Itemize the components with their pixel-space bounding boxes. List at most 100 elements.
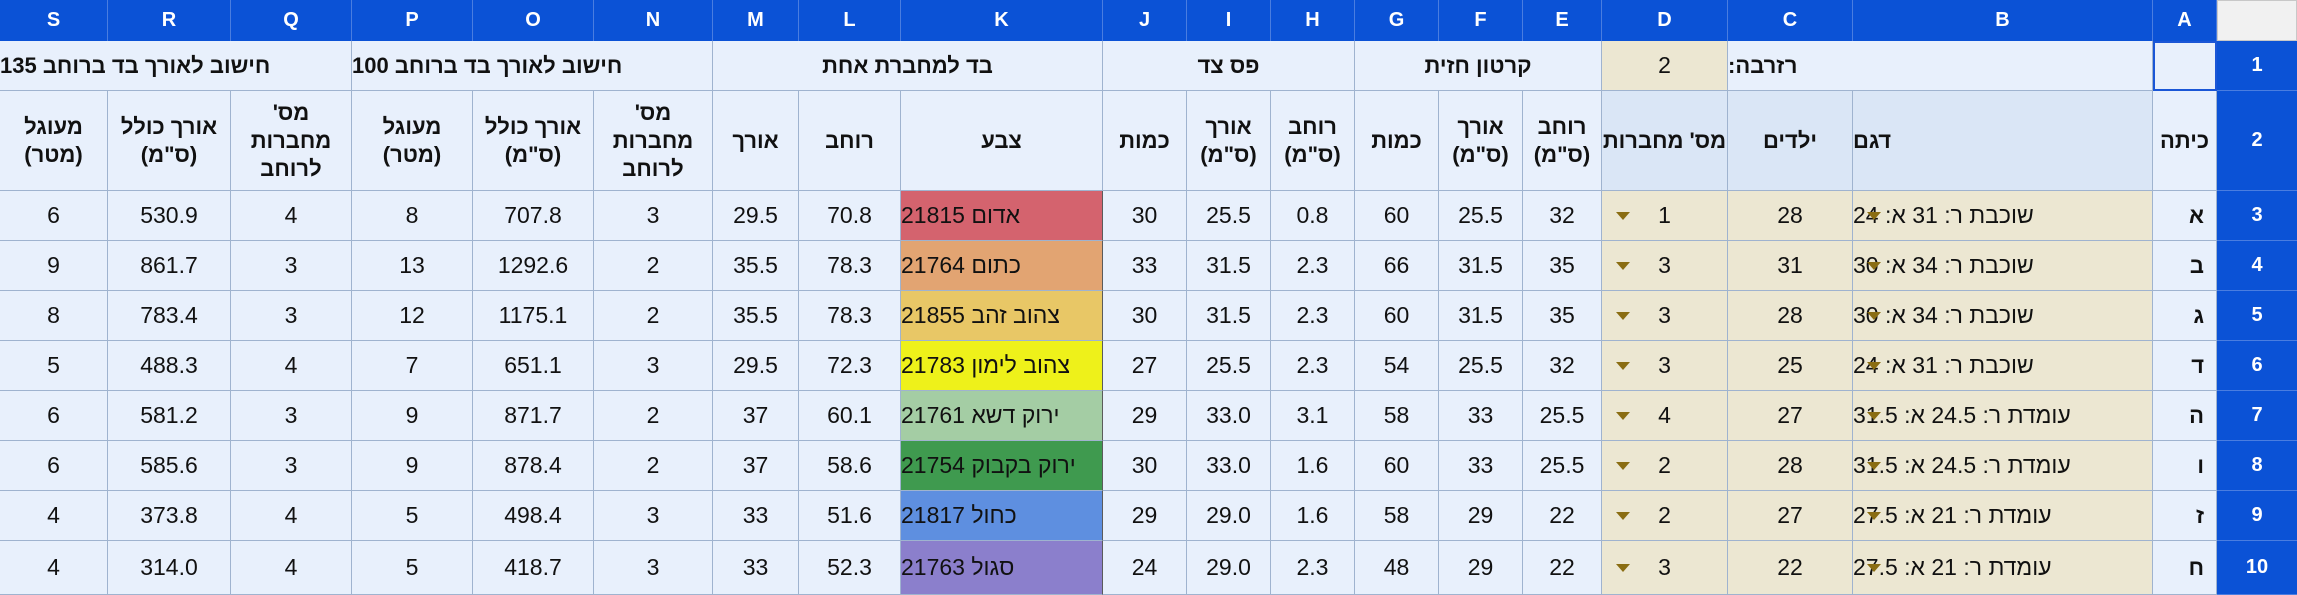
cell-d-9[interactable]: 2	[1602, 491, 1728, 541]
cell-b-5[interactable]: שוכבת ר: 34 א: 30	[1853, 291, 2153, 341]
cell-e-9[interactable]: 22	[1523, 491, 1602, 541]
cell-i-4[interactable]: 31.5	[1187, 241, 1271, 291]
cell-a-6[interactable]: ד	[2153, 341, 2217, 391]
cell-n-8[interactable]: 2	[594, 441, 713, 491]
column-header-d[interactable]: D	[1602, 0, 1728, 41]
cell-g-8[interactable]: 60	[1355, 441, 1439, 491]
cell-n-10[interactable]: 3	[594, 541, 713, 595]
cell-p-3[interactable]: 8	[352, 191, 473, 241]
cell-c-5[interactable]: 28	[1728, 291, 1853, 341]
cell-h-5[interactable]: 2.3	[1271, 291, 1355, 341]
cell-c-8[interactable]: 28	[1728, 441, 1853, 491]
cell-q-4[interactable]: 3	[231, 241, 352, 291]
dropdown-arrow-icon[interactable]	[1616, 262, 1630, 270]
cell-h-4[interactable]: 2.3	[1271, 241, 1355, 291]
cell-s-9[interactable]: 4	[0, 491, 108, 541]
cell-e-8[interactable]: 25.5	[1523, 441, 1602, 491]
column-header-e[interactable]: E	[1523, 0, 1602, 41]
cell-d-5[interactable]: 3	[1602, 291, 1728, 341]
cell-i-8[interactable]: 33.0	[1187, 441, 1271, 491]
cell-b-8[interactable]: עומדת ר: 24.5 א: 31.5	[1853, 441, 2153, 491]
cell-g-4[interactable]: 66	[1355, 241, 1439, 291]
cell-g-3[interactable]: 60	[1355, 191, 1439, 241]
row-header-9[interactable]: 9	[2217, 491, 2297, 541]
cell-n-6[interactable]: 3	[594, 341, 713, 391]
cell-p-7[interactable]: 9	[352, 391, 473, 441]
cell-f-6[interactable]: 25.5	[1439, 341, 1523, 391]
cell-n-3[interactable]: 3	[594, 191, 713, 241]
cell-p-9[interactable]: 5	[352, 491, 473, 541]
cell-o-8[interactable]: 878.4	[473, 441, 594, 491]
cell-m-9[interactable]: 33	[713, 491, 799, 541]
cell-j-9[interactable]: 29	[1103, 491, 1187, 541]
cell-m-10[interactable]: 33	[713, 541, 799, 595]
cell-g-10[interactable]: 48	[1355, 541, 1439, 595]
column-header-h[interactable]: H	[1271, 0, 1355, 41]
cell-m-5[interactable]: 35.5	[713, 291, 799, 341]
cell-c-3[interactable]: 28	[1728, 191, 1853, 241]
cell-d-8[interactable]: 2	[1602, 441, 1728, 491]
header-i[interactable]: אורך (ס"מ)	[1187, 91, 1271, 191]
header-a[interactable]: כיתה	[2153, 91, 2217, 191]
cell-r-10[interactable]: 314.0	[108, 541, 231, 595]
dropdown-arrow-icon[interactable]	[1867, 412, 1881, 420]
cell-i-10[interactable]: 29.0	[1187, 541, 1271, 595]
cell-r-6[interactable]: 488.3	[108, 341, 231, 391]
dropdown-arrow-icon[interactable]	[1616, 564, 1630, 572]
header-d[interactable]: מס' מחברות	[1602, 91, 1728, 191]
cell-b-7[interactable]: עומדת ר: 24.5 א: 31.5	[1853, 391, 2153, 441]
reserve-value-cell[interactable]: 2	[1602, 41, 1728, 91]
cell-k-8[interactable]: ירוק בקבוק 21754	[901, 441, 1103, 491]
cell-m-4[interactable]: 35.5	[713, 241, 799, 291]
cell-r-9[interactable]: 373.8	[108, 491, 231, 541]
cell-r-7[interactable]: 581.2	[108, 391, 231, 441]
cell-j-10[interactable]: 24	[1103, 541, 1187, 595]
row-header-5[interactable]: 5	[2217, 291, 2297, 341]
cell-o-9[interactable]: 498.4	[473, 491, 594, 541]
cell-m-3[interactable]: 29.5	[713, 191, 799, 241]
cell-n-9[interactable]: 3	[594, 491, 713, 541]
cell-k-5[interactable]: צהוב זהב 21855	[901, 291, 1103, 341]
cell-e-3[interactable]: 32	[1523, 191, 1602, 241]
cell-g-9[interactable]: 58	[1355, 491, 1439, 541]
cell-l-9[interactable]: 51.6	[799, 491, 901, 541]
header-r[interactable]: אורך כולל (ס"מ)	[108, 91, 231, 191]
cell-l-5[interactable]: 78.3	[799, 291, 901, 341]
cell-l-10[interactable]: 52.3	[799, 541, 901, 595]
cell-b-6[interactable]: שוכבת ר: 31 א: 24	[1853, 341, 2153, 391]
cell-e-7[interactable]: 25.5	[1523, 391, 1602, 441]
column-header-o[interactable]: O	[473, 0, 594, 41]
cell-m-7[interactable]: 37	[713, 391, 799, 441]
row-header-8[interactable]: 8	[2217, 441, 2297, 491]
column-header-s[interactable]: S	[0, 0, 108, 41]
hard-cardboard-header[interactable]: קרטון חזית	[1355, 41, 1602, 91]
side-strip-header[interactable]: פס צד	[1103, 41, 1355, 91]
cell-q-3[interactable]: 4	[231, 191, 352, 241]
column-header-q[interactable]: Q	[231, 0, 352, 41]
dropdown-arrow-icon[interactable]	[1616, 212, 1630, 220]
row-header-10[interactable]: 10	[2217, 541, 2297, 595]
cell-q-7[interactable]: 3	[231, 391, 352, 441]
column-header-k[interactable]: K	[901, 0, 1103, 41]
cell-k-10[interactable]: סגול 21763	[901, 541, 1103, 595]
cell-m-8[interactable]: 37	[713, 441, 799, 491]
cell-j-4[interactable]: 33	[1103, 241, 1187, 291]
row-header-3[interactable]: 3	[2217, 191, 2297, 241]
cell-e-6[interactable]: 32	[1523, 341, 1602, 391]
cell-d-3[interactable]: 1	[1602, 191, 1728, 241]
cell-g-5[interactable]: 60	[1355, 291, 1439, 341]
column-header-i[interactable]: I	[1187, 0, 1271, 41]
cell-b-3[interactable]: שוכבת ר: 31 א: 24	[1853, 191, 2153, 241]
cell-d-6[interactable]: 3	[1602, 341, 1728, 391]
cell-k-4[interactable]: כתום 21764	[901, 241, 1103, 291]
cell-h-6[interactable]: 2.3	[1271, 341, 1355, 391]
column-header-r[interactable]: R	[108, 0, 231, 41]
cell-i-5[interactable]: 31.5	[1187, 291, 1271, 341]
cell-a-5[interactable]: ג	[2153, 291, 2217, 341]
cell-a-8[interactable]: ו	[2153, 441, 2217, 491]
cell-b-10[interactable]: עומדת ר: 21 א: 27.5	[1853, 541, 2153, 595]
dropdown-arrow-icon[interactable]	[1867, 312, 1881, 320]
cell-l-4[interactable]: 78.3	[799, 241, 901, 291]
cell-h-9[interactable]: 1.6	[1271, 491, 1355, 541]
cell-q-10[interactable]: 4	[231, 541, 352, 595]
